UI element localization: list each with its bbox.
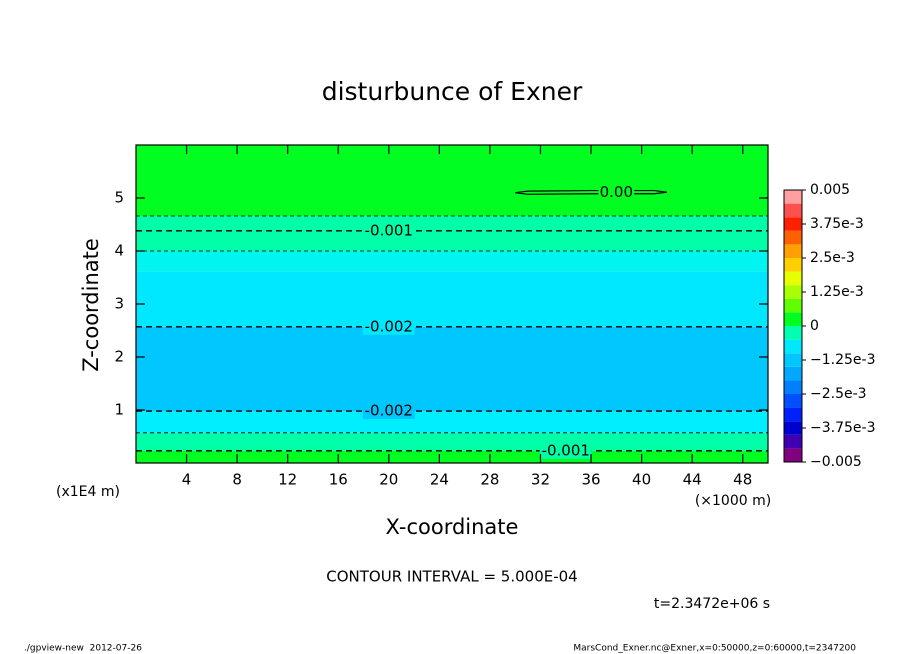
colorbar-segment	[784, 326, 802, 340]
contour-label: -0.001	[542, 441, 590, 459]
contour-interval: CONTOUR INTERVAL = 5.000E-04	[326, 568, 577, 586]
colorbar-segment	[784, 203, 802, 218]
colorbar-tick-label: 1.25e-3	[810, 284, 864, 300]
x-tick-label: 44	[683, 471, 702, 489]
y-tick-label: 4	[114, 242, 124, 260]
colorbar-tick-label: −0.005	[810, 454, 862, 470]
colorbar-segment	[784, 339, 802, 354]
colorbar-segment	[784, 217, 802, 231]
x-tick-label: 20	[379, 471, 398, 489]
footer-left: ./gpview-new 2012-07-26	[24, 644, 142, 654]
y-tick-label: 5	[114, 189, 124, 207]
x-tick-label: 24	[430, 471, 449, 489]
colorbar-segment	[784, 407, 802, 422]
x-tick-label: 32	[531, 471, 550, 489]
contour-label-bg	[362, 403, 415, 420]
colorbar-segment	[784, 380, 802, 394]
filled-band	[136, 216, 768, 251]
colorbar-tick-label: 3.75e-3	[810, 216, 864, 232]
colorbar-segment	[784, 230, 802, 245]
filled-band	[136, 411, 768, 433]
x-tick-label: 36	[581, 471, 600, 489]
x-tick-label: 4	[182, 471, 192, 489]
colorbar-tick-label: −1.25e-3	[810, 352, 875, 368]
y-tick-label: 3	[114, 295, 124, 313]
colorbar-segment	[784, 394, 802, 408]
colorbar-segment	[784, 285, 802, 299]
contour-label: -0.001	[365, 221, 413, 239]
contour-label: -0.002	[365, 402, 413, 420]
filled-band	[136, 326, 768, 412]
filled-band	[136, 145, 768, 217]
filled-band	[136, 251, 768, 272]
filled-band	[136, 450, 768, 463]
x-tick-label: 28	[480, 471, 499, 489]
y-axis-label: Z-coordinate	[79, 238, 103, 372]
x-tick-label: 16	[329, 471, 348, 489]
x-unit: (×1000 m)	[695, 493, 771, 509]
colorbar-segment	[784, 434, 802, 449]
y-tick-label: 2	[114, 348, 124, 366]
contour-label-bg	[598, 184, 635, 201]
contour-label: 0.00	[600, 183, 633, 201]
colorbar-tick-label: 0.005	[810, 182, 850, 198]
colorbar-segment	[784, 271, 802, 286]
colorbar-segment	[784, 244, 802, 258]
y-tick-label: 1	[114, 401, 124, 419]
x-tick-label: 40	[632, 471, 651, 489]
closed-contour	[515, 189, 667, 195]
colorbar-tick-label: −3.75e-3	[810, 420, 875, 436]
contour-label-bg	[362, 222, 415, 239]
contour-label-bg	[539, 442, 592, 459]
colorbar-tick-label: −2.5e-3	[810, 386, 867, 402]
colorbar-tick-label: 2.5e-3	[810, 250, 855, 266]
colorbar-segment	[784, 448, 802, 462]
colorbar-segment	[784, 298, 802, 313]
colorbar-segment	[784, 258, 802, 272]
filled-band	[136, 432, 768, 451]
colorbar-segment	[784, 366, 802, 381]
colorbar-tick-label: 0	[810, 318, 819, 334]
y-unit: (x1E4 m)	[56, 484, 120, 500]
x-axis-label: X-coordinate	[386, 515, 519, 539]
contour-label: -0.002	[365, 317, 413, 335]
footer-right: MarsCond_Exner.nc@Exner,x=0:50000,z=0:60…	[573, 644, 856, 654]
colorbar-segment	[784, 353, 802, 367]
contour-label-bg	[362, 318, 415, 335]
colorbar-segment	[784, 190, 802, 204]
x-tick-label: 48	[733, 471, 752, 489]
colorbar-segment	[784, 312, 802, 326]
x-tick-label: 8	[232, 471, 242, 489]
colorbar-segment	[784, 421, 802, 435]
x-tick-label: 12	[278, 471, 297, 489]
time-label: t=2.3472e+06 s	[654, 596, 770, 612]
chart-title: disturbunce of Exner	[322, 77, 583, 106]
filled-band	[136, 271, 768, 327]
